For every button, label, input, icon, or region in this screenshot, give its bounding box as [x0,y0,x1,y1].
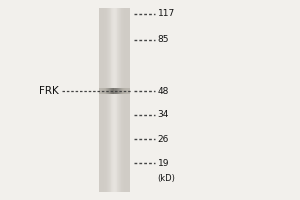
Bar [118,8,119,192]
Text: 26: 26 [158,134,169,144]
Bar [100,8,102,192]
Bar [105,8,106,192]
Bar [107,88,109,94]
Bar [127,8,128,192]
Bar [127,88,128,94]
Bar [113,88,115,94]
Bar [121,8,122,192]
Bar [124,8,125,192]
Bar [112,8,113,192]
Bar [103,88,104,94]
Bar [116,8,117,192]
Bar [122,8,123,192]
Bar [107,8,109,192]
Bar [125,88,126,94]
Bar [129,88,130,94]
Bar [102,8,103,192]
Bar [99,8,100,192]
Bar [103,8,105,192]
Bar [110,88,112,94]
Bar [110,8,111,192]
Bar [101,88,102,94]
Bar [120,8,121,192]
Bar [118,8,119,192]
Bar [121,8,122,192]
Bar [118,88,119,94]
Bar [123,8,124,192]
Bar [109,88,111,94]
Bar [121,88,122,94]
Bar [119,88,120,94]
Bar [104,88,106,94]
Bar [123,88,124,94]
Bar [113,8,114,192]
Bar [111,8,112,192]
Bar [102,88,104,94]
Bar [100,8,101,192]
Bar [108,8,109,192]
Bar [115,88,116,94]
Bar [124,8,125,192]
Text: (kD): (kD) [158,174,175,184]
Bar [115,8,116,192]
Bar [99,88,100,94]
Bar [126,8,127,192]
Bar [100,88,101,94]
Bar [109,8,110,192]
Bar [117,8,118,192]
Bar [106,8,107,192]
Text: 117: 117 [158,9,175,19]
Bar [116,88,117,94]
Bar [111,88,113,94]
Text: 85: 85 [158,36,169,45]
Bar [101,8,102,192]
Bar [110,8,112,192]
Bar [128,8,129,192]
Bar [129,8,130,192]
Bar [119,8,120,192]
Text: 48: 48 [158,86,169,96]
Bar [114,8,115,192]
Bar [124,88,125,94]
Bar [103,8,104,192]
Bar [117,88,118,94]
Text: FRK: FRK [39,86,58,96]
Text: 19: 19 [158,158,169,168]
Bar [120,88,121,94]
Bar [125,8,126,192]
Bar [126,88,127,94]
Bar [106,88,107,94]
Bar [114,8,116,192]
Bar [108,88,110,94]
Bar [107,8,108,192]
Bar [112,88,114,94]
Bar [105,88,106,94]
Text: 34: 34 [158,110,169,119]
Bar [122,88,123,94]
Bar [104,8,105,192]
Bar [128,88,129,94]
